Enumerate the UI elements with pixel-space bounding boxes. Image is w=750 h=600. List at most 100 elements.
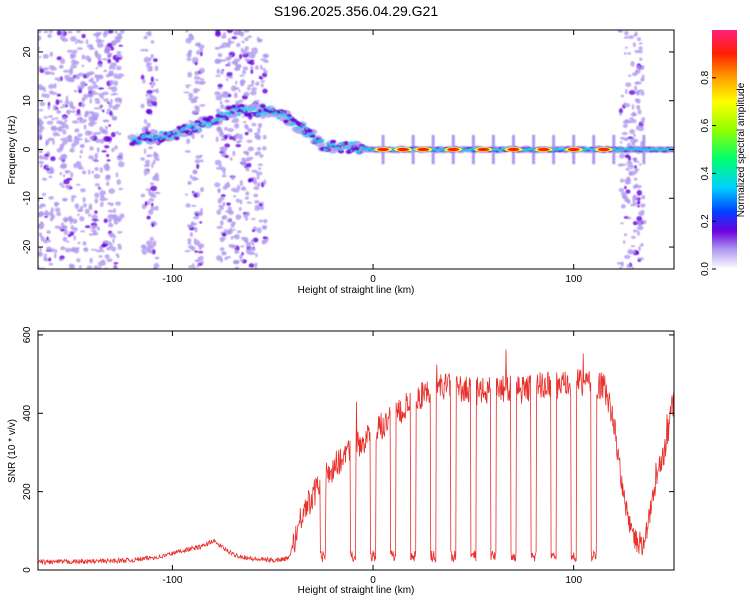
noise-blob xyxy=(227,37,232,44)
noise-blob xyxy=(81,54,86,60)
noise-blob xyxy=(63,225,68,229)
ridge-blob xyxy=(621,148,624,150)
noise-blob xyxy=(52,139,55,145)
noise-blob xyxy=(630,235,636,239)
noise-blob xyxy=(228,211,234,215)
noise-blob xyxy=(244,37,249,42)
noise-blob xyxy=(151,202,154,207)
noise-blob xyxy=(94,98,100,101)
noise-blob xyxy=(152,159,156,165)
y-tick-label: 600 xyxy=(22,326,33,343)
noise-blob xyxy=(44,153,49,158)
ridge-blob xyxy=(233,108,235,110)
noise-blob xyxy=(187,238,192,243)
noise-blob xyxy=(193,216,200,220)
noise-blob xyxy=(221,69,225,72)
ridge-blob xyxy=(276,116,281,120)
ridge-blob xyxy=(308,138,311,140)
noise-blob xyxy=(227,45,231,48)
noise-blob xyxy=(145,48,149,52)
noise-blob xyxy=(234,249,240,254)
noise-blob xyxy=(239,79,246,85)
noise-blob xyxy=(217,83,223,88)
noise-blob xyxy=(629,129,635,135)
noise-blob xyxy=(630,203,637,207)
noise-blob xyxy=(82,96,88,100)
noise-blob xyxy=(44,253,47,257)
noise-blob xyxy=(46,120,54,125)
noise-blob xyxy=(231,60,238,65)
noise-blob xyxy=(38,155,46,160)
ridge-blob xyxy=(180,128,184,132)
noise-blob xyxy=(619,112,622,116)
ridge-blob xyxy=(193,127,197,131)
noise-blob xyxy=(39,247,42,252)
noise-blob xyxy=(92,84,99,89)
noise-blob xyxy=(627,52,632,55)
ridge-blob xyxy=(311,140,314,143)
ridge-blob xyxy=(131,138,134,140)
ridge-blob xyxy=(138,142,142,145)
noise-blob xyxy=(625,154,630,159)
ridge-blob xyxy=(436,149,439,151)
noise-blob xyxy=(189,174,193,179)
noise-blob xyxy=(150,54,154,59)
ridge-blob xyxy=(185,125,189,128)
noise-blob xyxy=(113,80,119,86)
noise-blob xyxy=(42,54,49,59)
noise-blob xyxy=(82,241,87,246)
noise-blob xyxy=(46,168,50,171)
noise-blob xyxy=(239,180,243,187)
noise-blob xyxy=(40,164,43,168)
noise-blob xyxy=(94,198,99,204)
noise-blob xyxy=(620,222,624,225)
noise-blob xyxy=(62,69,70,73)
noise-blob xyxy=(219,247,225,252)
ridge-blob xyxy=(642,148,645,150)
ridge-blob xyxy=(465,148,467,150)
noise-blob xyxy=(251,79,255,86)
noise-blob xyxy=(630,245,636,248)
ridge-blob xyxy=(250,102,260,109)
noise-blob xyxy=(149,191,155,198)
noise-blob xyxy=(43,30,49,34)
noise-blob xyxy=(57,127,63,132)
noise-blob xyxy=(637,65,640,71)
ridge-blob xyxy=(584,147,588,150)
noise-blob xyxy=(619,136,626,140)
ridge-blob xyxy=(556,148,559,150)
noise-blob xyxy=(63,179,70,185)
ridge-blob xyxy=(159,131,163,134)
ridge-blob xyxy=(321,142,324,144)
noise-blob xyxy=(48,84,55,89)
noise-blob xyxy=(220,258,223,263)
noise-blob xyxy=(106,153,110,158)
ridge-blob xyxy=(148,135,153,138)
ridge-blob xyxy=(464,149,468,152)
noise-blob xyxy=(188,265,194,269)
ridge-blob xyxy=(130,138,135,141)
noise-blob xyxy=(242,66,249,71)
noise-blob xyxy=(260,83,264,88)
ridge-blob xyxy=(527,148,530,151)
noise-blob xyxy=(101,150,107,153)
noise-blob xyxy=(105,74,110,78)
noise-blob xyxy=(99,203,104,207)
noise-blob xyxy=(236,184,241,191)
noise-blob xyxy=(262,134,267,140)
noise-blob xyxy=(636,189,642,196)
noise-blob xyxy=(70,171,74,178)
noise-blob xyxy=(221,251,226,255)
noise-blob xyxy=(104,241,112,245)
noise-blob xyxy=(150,185,158,192)
noise-blob xyxy=(256,174,260,180)
noise-blob xyxy=(142,250,148,256)
noise-blob xyxy=(56,93,62,97)
noise-blob xyxy=(618,188,625,193)
noise-blob xyxy=(147,68,153,72)
noise-blob xyxy=(115,57,122,60)
noise-blob xyxy=(48,175,53,179)
noise-blob xyxy=(155,205,159,211)
noise-blob xyxy=(77,40,84,44)
noise-blob xyxy=(114,145,118,150)
